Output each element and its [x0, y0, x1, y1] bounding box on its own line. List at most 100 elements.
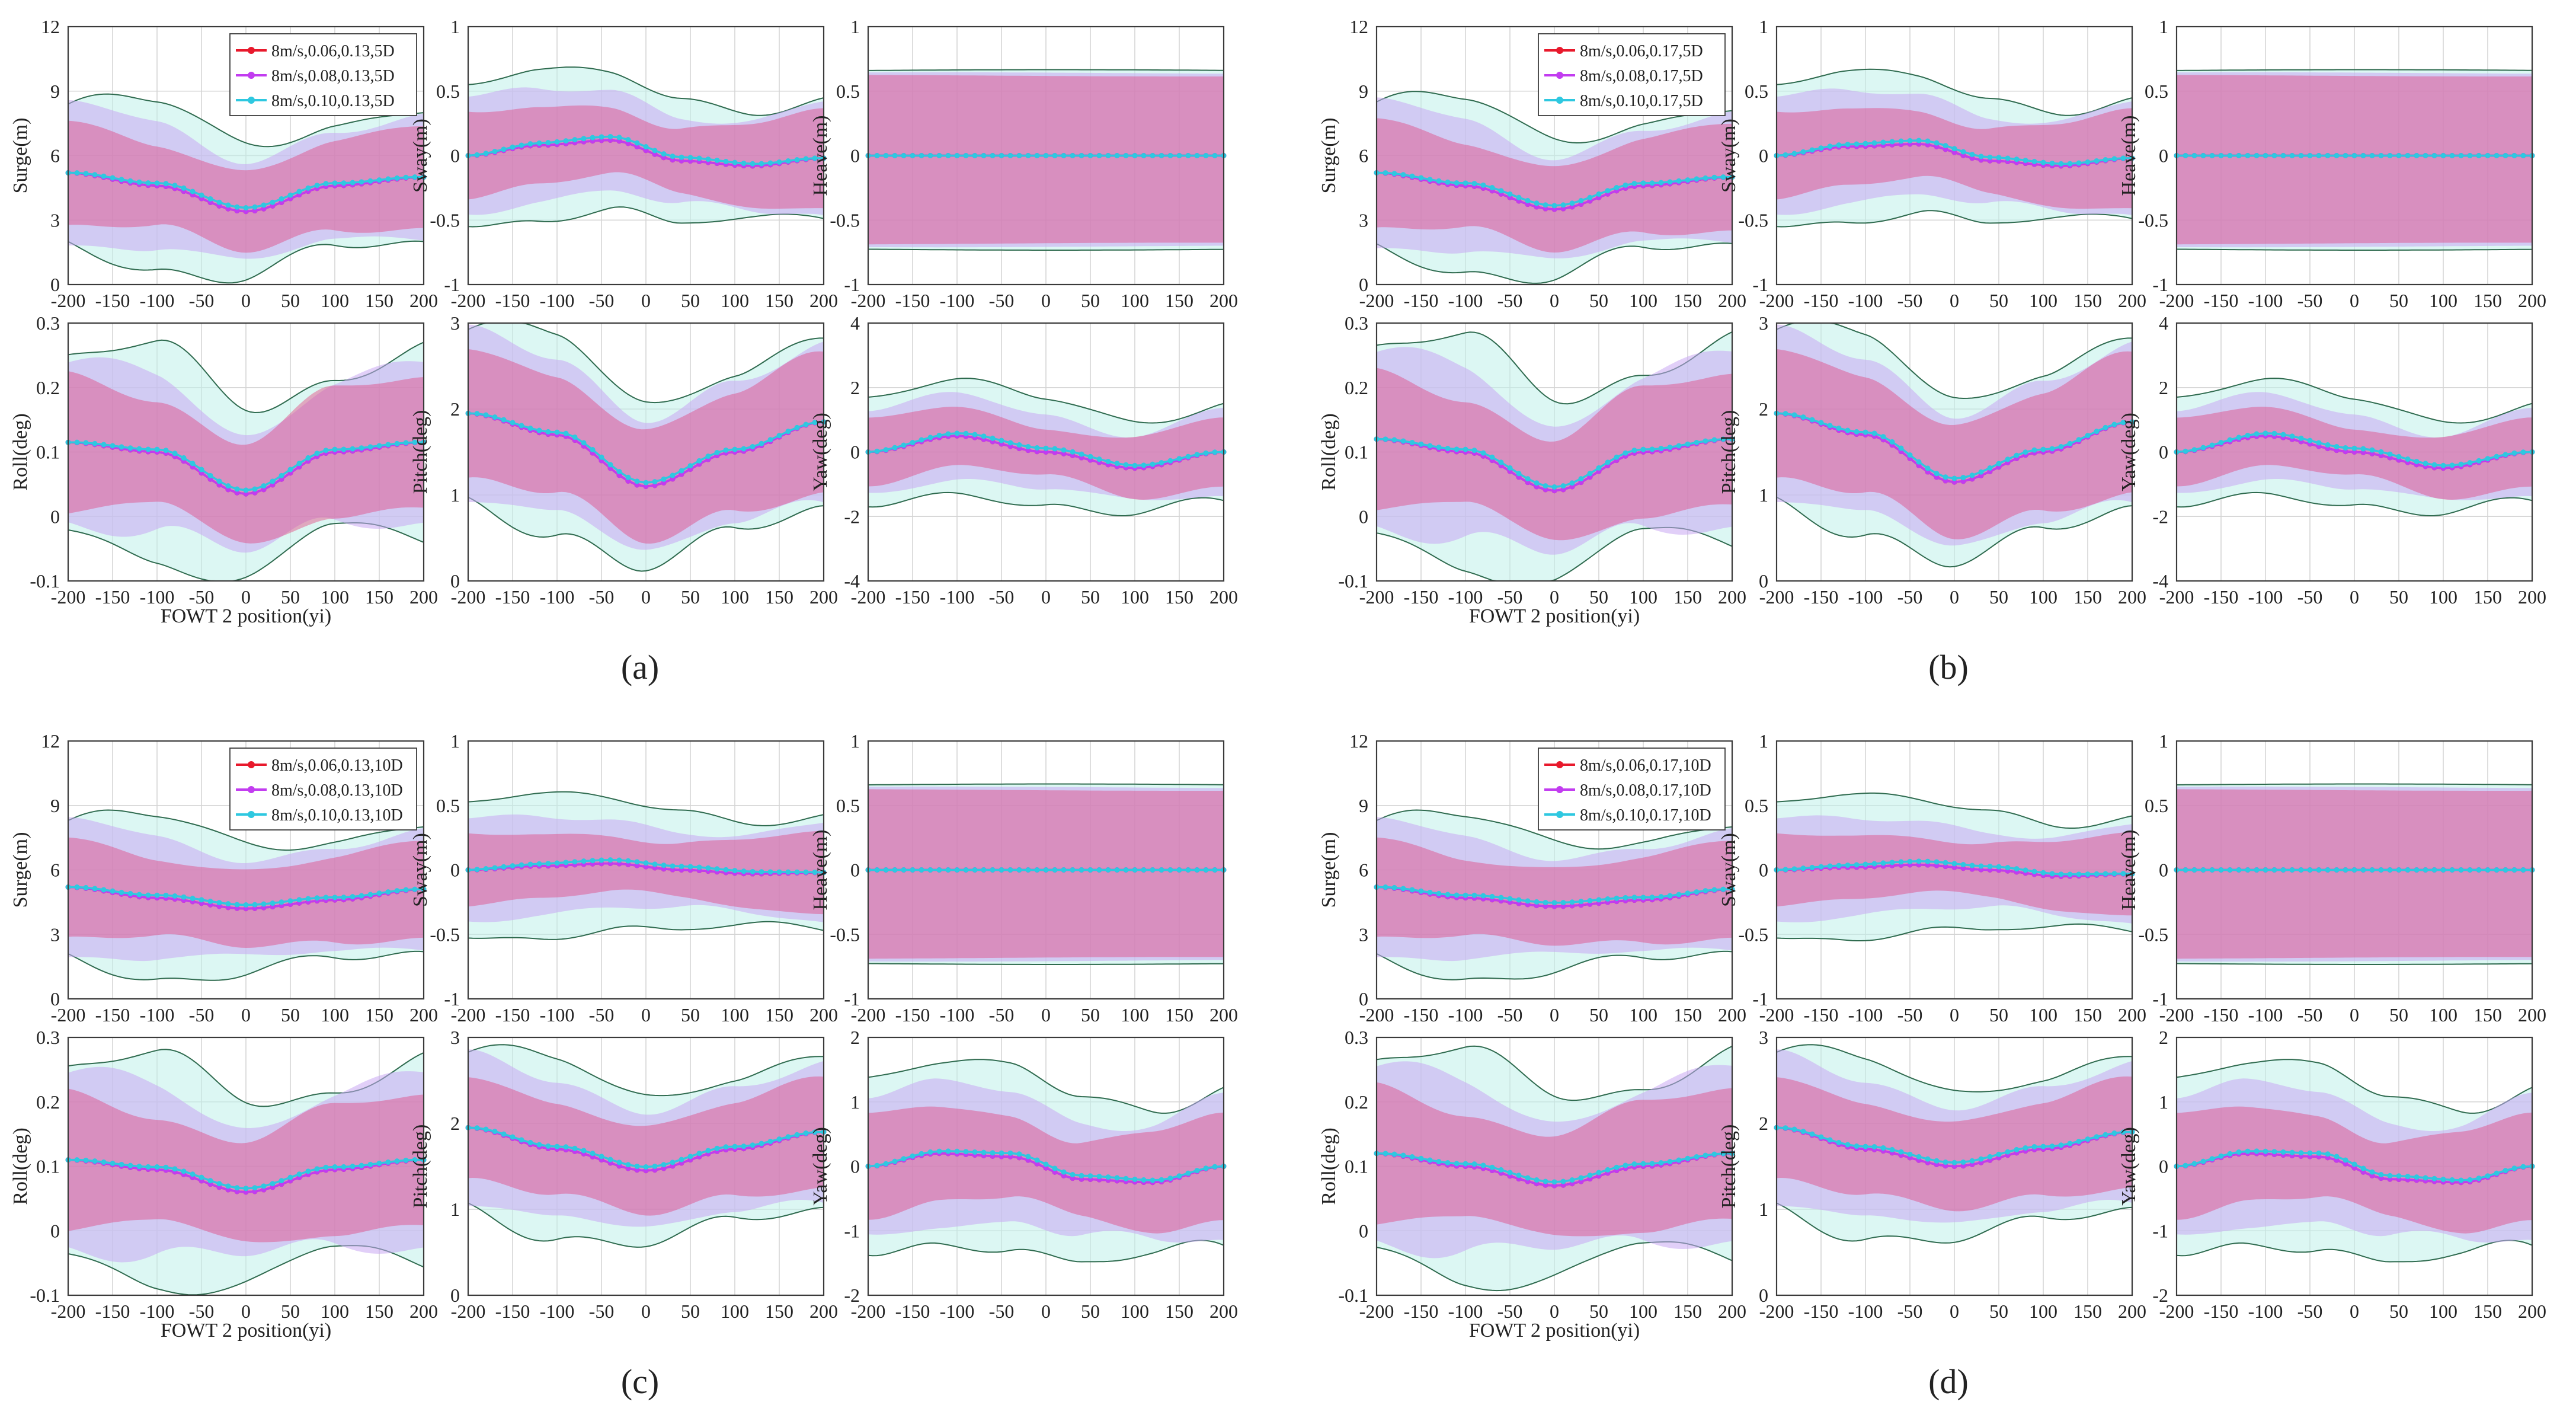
x-tick-label: -150 — [495, 586, 530, 608]
x-tick-label: -50 — [589, 1301, 615, 1322]
band-series-1 — [468, 105, 824, 209]
band-series-2 — [68, 817, 424, 962]
axes-frame — [1375, 740, 1733, 1000]
axes-frame — [67, 740, 425, 1000]
y-tick-label: 0.2 — [36, 1091, 60, 1113]
y-tick-label: 0 — [850, 1156, 860, 1177]
band-series-2 — [1377, 817, 1732, 962]
y-tick-label: 0.3 — [36, 312, 60, 334]
x-tick-label: 150 — [2473, 1004, 2502, 1026]
x-tick-label: 100 — [2029, 1301, 2057, 1322]
x-tick-label: 200 — [409, 1301, 438, 1322]
y-tick-label: 4 — [850, 312, 860, 334]
series-2-line — [68, 1158, 424, 1193]
legend-label: 8m/s,0.10,0.17,5D — [1580, 92, 1703, 110]
y-tick-label: -4 — [2152, 570, 2168, 592]
x-tick-label: 150 — [1165, 1301, 1193, 1322]
x-tick-label: -200 — [1359, 586, 1394, 608]
band-series-2 — [68, 357, 424, 553]
legend: 8m/s,0.06,0.13,10D 8m/s,0.08,0.13,10D 8m/s… — [229, 748, 417, 831]
x-tick-label: -50 — [989, 1301, 1015, 1322]
series-2-line — [1776, 864, 2133, 878]
legend-label: 8m/s,0.06,0.17,10D — [1580, 756, 1711, 775]
x-tick-label: 150 — [2473, 1301, 2502, 1322]
x-tick-label: -50 — [189, 1301, 215, 1322]
band-series-1 — [468, 1076, 824, 1216]
x-tick-label: 50 — [1989, 1301, 2008, 1322]
y-tick-label: -1 — [2152, 988, 2168, 1010]
x-tick-label: -150 — [1804, 1004, 1839, 1026]
series-3-line — [868, 1150, 1224, 1181]
x-tick-label: -100 — [2248, 290, 2283, 311]
x-tick-label: -50 — [1497, 290, 1523, 311]
x-tick-label: -100 — [2248, 1301, 2283, 1322]
x-tick-label: -50 — [189, 1004, 215, 1026]
y-tick-label: -2 — [844, 1285, 860, 1306]
y-tick-label: -0.5 — [1738, 209, 1768, 231]
x-tick-label: -200 — [51, 1004, 86, 1026]
y-tick-label: 0 — [1359, 1220, 1368, 1241]
x-tick-label: 50 — [1989, 586, 2008, 608]
y-tick-label: -1 — [444, 274, 460, 295]
y-tick-label: 3 — [1759, 312, 1768, 334]
x-tick-label: 100 — [1121, 1301, 1149, 1322]
subplot-surge: 0 3 6 9 12 -200 -150 -100 -50 0 50 100 150 200 Surge(m… — [9, 16, 438, 311]
band-series-1 — [68, 371, 424, 544]
axes-frame — [67, 322, 425, 582]
y-tick-label: -1 — [2152, 274, 2168, 295]
legend-swatch-marker — [248, 47, 255, 54]
y-tick-label: 1 — [2159, 16, 2168, 37]
x-tick-label: 100 — [321, 1301, 349, 1322]
series-3-line — [68, 171, 424, 209]
x-tick-label: 100 — [2029, 290, 2057, 311]
y-tick-label: 0.1 — [1345, 1156, 1368, 1177]
y-tick-label: 1 — [450, 16, 460, 37]
series-3-line — [868, 432, 1224, 467]
subplot-roll: -0.1 0 0.1 0.2 0.3 -200 -150 -100 -50 0 50 100 150 20… — [9, 312, 438, 608]
y-tick-label: 0.5 — [1745, 81, 1768, 102]
x-tick-label: -200 — [851, 1301, 886, 1322]
x-tick-label: 100 — [2029, 1004, 2057, 1026]
x-tick-label: 100 — [1629, 1301, 1657, 1322]
y-tick-label: -4 — [844, 570, 860, 592]
y-tick-label: -1 — [444, 988, 460, 1010]
series-2-line — [468, 1126, 824, 1172]
x-tick-label: 0 — [2350, 290, 2359, 311]
x-tick-label: 50 — [281, 1301, 300, 1322]
subplot-sway: -1 -0.5 0 0.5 1 -200 -150 -100 -50 0 50 100 150 200 Sw… — [1718, 730, 2146, 1026]
x-tick-label: 200 — [2518, 586, 2546, 608]
x-tick-label: -50 — [2297, 290, 2323, 311]
y-tick-label: 0.5 — [836, 81, 860, 102]
band-series-2 — [868, 72, 1224, 248]
band-series-2 — [2177, 72, 2532, 248]
band-series-2 — [68, 1066, 424, 1263]
x-tick-label: 150 — [2073, 1301, 2102, 1322]
band-series-2 — [1377, 97, 1732, 258]
y-axis-label: Yaw(deg) — [2118, 1127, 2140, 1206]
x-tick-label: -150 — [1804, 290, 1839, 311]
subplot-yaw: -2 -1 0 1 2 -200 -150 -100 -50 0 50 100 150 200 Yaw(de… — [809, 1027, 1238, 1322]
x-tick-label: 150 — [365, 586, 393, 608]
x-tick-label: -200 — [1759, 586, 1794, 608]
subplot-surge: 0 3 6 9 12 -200 -150 -100 -50 0 50 100 150 200 Surge(m… — [1318, 730, 1746, 1026]
band-series-1 — [468, 831, 824, 915]
series-2-line — [468, 139, 824, 167]
axes-frame — [1775, 740, 2133, 1000]
panel-label: (d) — [1928, 1362, 1969, 1401]
x-tick-label: 50 — [2389, 290, 2408, 311]
band-series-1 — [1377, 837, 1732, 946]
x-tick-label: 100 — [321, 1004, 349, 1026]
y-tick-label: 3 — [1359, 209, 1368, 231]
axes-frame — [2175, 322, 2533, 582]
band-series-2 — [468, 1049, 824, 1227]
y-tick-label: 12 — [1349, 730, 1368, 752]
legend-label: 8m/s,0.08,0.17,10D — [1580, 781, 1711, 800]
x-tick-label: 200 — [2518, 1004, 2546, 1026]
x-tick-label: -150 — [495, 1004, 530, 1026]
subplot-sway: -1 -0.5 0 0.5 1 -200 -150 -100 -50 0 50 100 150 200 Sw… — [409, 730, 838, 1026]
y-tick-label: 2 — [850, 377, 860, 398]
band-series-1 — [868, 75, 1224, 245]
